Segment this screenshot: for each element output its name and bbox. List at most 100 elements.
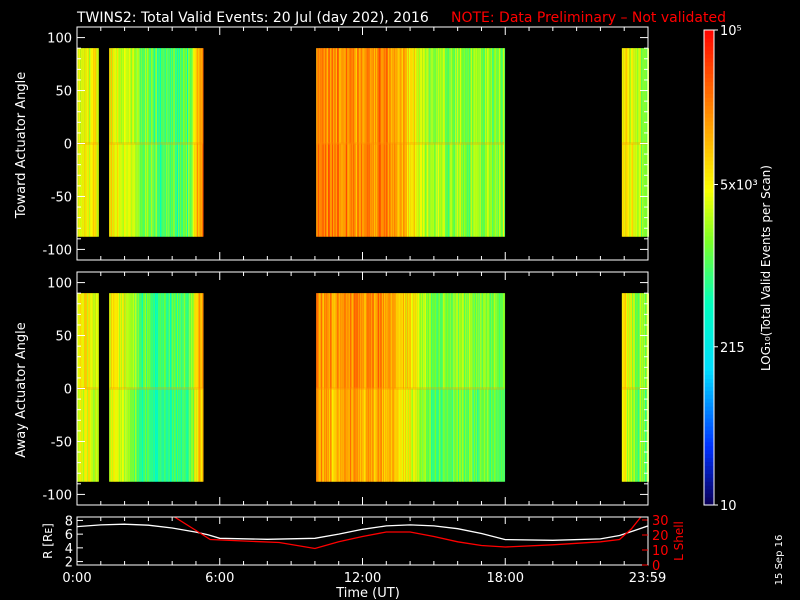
toward-cell [323, 48, 325, 144]
away-cell [395, 388, 397, 482]
away-cell [95, 388, 97, 482]
toward-cell [397, 48, 399, 144]
away-cell [485, 388, 487, 482]
away-cell [455, 388, 457, 482]
colorbar-cell [704, 271, 714, 277]
toward-cell [430, 143, 432, 237]
away-cell [389, 388, 391, 482]
away-cell [434, 388, 436, 482]
away-cell [184, 293, 186, 389]
away-cell [357, 388, 359, 482]
colorbar-cell [704, 307, 714, 312]
away-cell [194, 293, 196, 389]
toward-cell [445, 48, 447, 144]
away-cell [407, 293, 409, 389]
away-cell [399, 388, 401, 482]
toward-cell [326, 48, 328, 144]
toward-cell [201, 48, 203, 144]
colorbar-cell [704, 227, 714, 233]
toward-cell [185, 48, 187, 144]
toward-cell [365, 48, 367, 144]
toward-cell [348, 143, 350, 237]
away-cell [319, 388, 321, 482]
toward-cell [381, 143, 383, 237]
away-cell [122, 388, 124, 482]
toward-cell [125, 143, 127, 237]
toward-cell [351, 143, 353, 237]
toward-cell [418, 143, 420, 237]
away-cell [433, 388, 435, 482]
toward-cell [179, 48, 181, 144]
away-cell [84, 293, 86, 389]
toward-cell [477, 48, 479, 144]
toward-cell [323, 143, 325, 237]
toward-cell [495, 48, 497, 144]
away-cell [482, 388, 484, 482]
colorbar-cell [704, 457, 714, 463]
away-cell [643, 388, 645, 482]
toward-cell [347, 48, 349, 144]
toward-cell [631, 48, 633, 144]
toward-cell [488, 48, 490, 144]
away-cell [369, 293, 371, 389]
toward-cell [467, 48, 469, 144]
away-cell [383, 293, 385, 389]
away-cell [93, 293, 95, 389]
toward-cell [85, 48, 87, 144]
toward-cell [323, 143, 325, 237]
toward-cell [166, 143, 168, 237]
toward-cell [439, 48, 441, 144]
away-cell [634, 388, 636, 482]
toward-cell [78, 48, 80, 144]
colorbar-cell [704, 433, 714, 439]
away-cell [467, 293, 469, 389]
toward-cell [632, 48, 634, 144]
toward-cell [460, 48, 462, 144]
away-cell [160, 388, 162, 482]
toward-cell [427, 143, 429, 237]
toward-cell [413, 48, 415, 144]
away-data-block [109, 293, 204, 482]
away-cell [410, 293, 412, 389]
away-cell [197, 388, 199, 482]
away-cell [116, 293, 118, 389]
toward-cell [411, 143, 413, 237]
away-cell [316, 388, 318, 482]
away-cell [634, 293, 636, 389]
away-cell [485, 293, 487, 389]
toward-cell [493, 48, 495, 144]
toward-cell [91, 143, 93, 237]
toward-cell [472, 48, 474, 144]
toward-cell [376, 143, 378, 237]
toward-cell [463, 143, 465, 237]
away-cell [642, 388, 644, 482]
toward-cell [449, 143, 451, 237]
toward-cell [637, 48, 639, 144]
toward-cell [394, 48, 396, 144]
away-cell [87, 388, 89, 482]
toward-cell [406, 143, 408, 237]
away-cell [85, 293, 87, 389]
away-cell [87, 293, 89, 389]
away-cell [200, 388, 202, 482]
toward-cell [424, 143, 426, 237]
toward-cell [197, 48, 199, 144]
away-cell [398, 388, 400, 482]
away-cell [119, 388, 121, 482]
colorbar-cell [704, 33, 714, 39]
away-cell [389, 293, 391, 389]
away-cell [477, 388, 479, 482]
toward-cell [320, 48, 322, 144]
colorbar-cell [704, 125, 714, 130]
toward-cell [623, 143, 625, 237]
away-cell [368, 388, 370, 482]
toward-cell [172, 143, 174, 237]
toward-cell [451, 143, 453, 237]
toward-cell [188, 143, 190, 237]
toward-cell [109, 48, 111, 144]
toward-cell [129, 48, 131, 144]
toward-cell [182, 143, 184, 237]
toward-cell [194, 48, 196, 144]
toward-cell [134, 48, 136, 144]
toward-cell [181, 48, 183, 144]
